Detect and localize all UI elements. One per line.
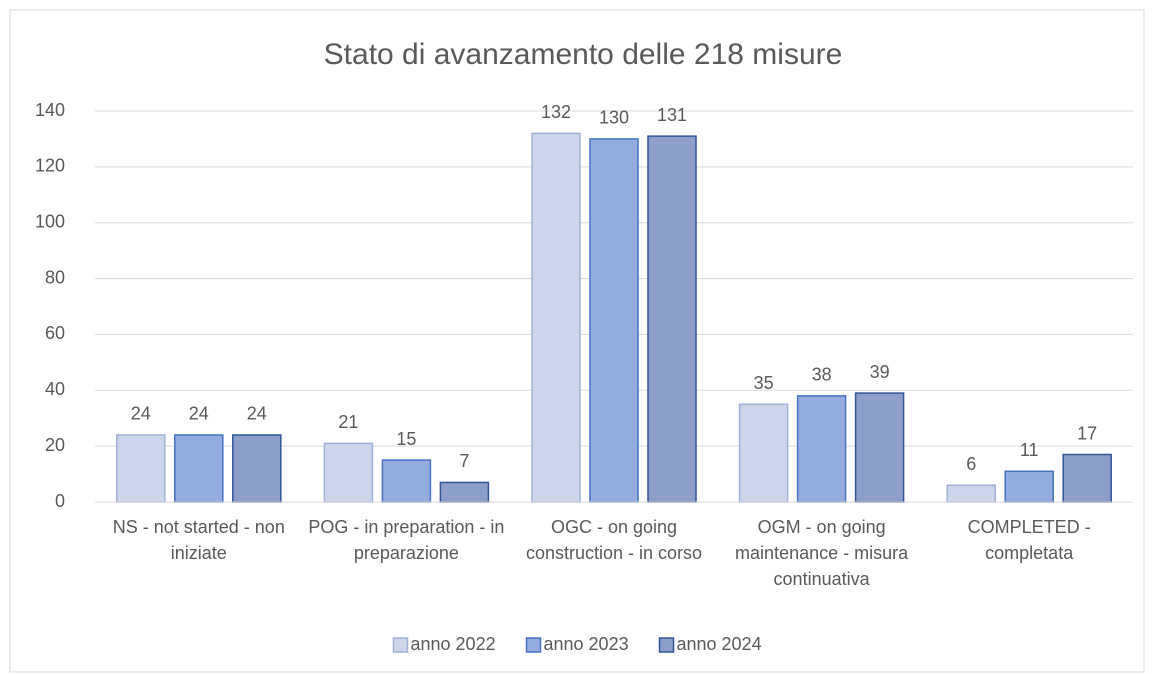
x-tick-label: OGM - on going maintenance - misura cont… [735,517,909,589]
legend-swatch [525,637,542,653]
x-tick-label: NS - not started - non iniziate [112,517,285,563]
data-label: 35 [754,373,774,393]
y-tick-label: 120 [35,156,65,176]
data-label: 132 [541,102,571,122]
chart-title: Stato di avanzamento delle 218 misure [324,38,843,71]
data-label: 130 [599,108,629,128]
data-label: 39 [870,362,890,382]
x-tick-label-box: NS - not started - non iniziate [112,517,285,563]
x-tick-label: COMPLETED - completata [967,517,1091,563]
x-tick-label-box: OGM - on going maintenance - misura cont… [735,517,909,589]
x-tick-label-box: OGC - on going construction - in corso [525,517,703,563]
y-tick-label: 60 [45,323,65,343]
legend-swatch [658,637,675,653]
data-label: 17 [1077,423,1097,443]
y-tick-label: 80 [45,267,65,287]
bar [738,403,789,503]
data-label: 21 [338,412,358,432]
bar [116,434,166,503]
data-label: 38 [812,365,832,385]
bar [439,481,490,503]
legend-swatch [392,637,409,653]
y-tick-label: 40 [45,379,65,399]
x-tick-label-box: COMPLETED - completata [967,517,1091,563]
y-tick-label: 0 [55,491,65,511]
x-tick-label-box: POG - in preparation - in preparazione [308,517,505,563]
data-label: 131 [657,105,687,125]
data-label: 24 [247,404,267,424]
y-tick-label: 20 [45,435,65,455]
legend-label: anno 2024 [677,634,762,654]
y-tick-label: 140 [35,100,65,120]
bar [854,392,905,503]
bar [589,138,639,503]
y-tick-label: 100 [35,211,65,231]
legend-label: anno 2023 [544,634,629,654]
bar [323,442,374,503]
bar [174,434,224,503]
x-tick-label: POG - in preparation - in preparazione [308,517,505,563]
data-label: 24 [189,404,209,424]
bar [796,395,847,503]
data-label: 6 [966,454,976,474]
bar [531,132,581,503]
bar [381,459,432,503]
data-label: 24 [131,404,151,424]
bar [232,434,282,503]
bar [946,484,996,503]
bar [1004,470,1054,503]
data-label: 15 [396,429,416,449]
bar [1062,453,1112,503]
bar [647,135,697,503]
legend-label: anno 2022 [411,634,496,654]
x-tick-label: OGC - on going construction - in corso [525,517,703,563]
data-label: 11 [1020,440,1039,460]
data-label: 7 [459,451,469,471]
